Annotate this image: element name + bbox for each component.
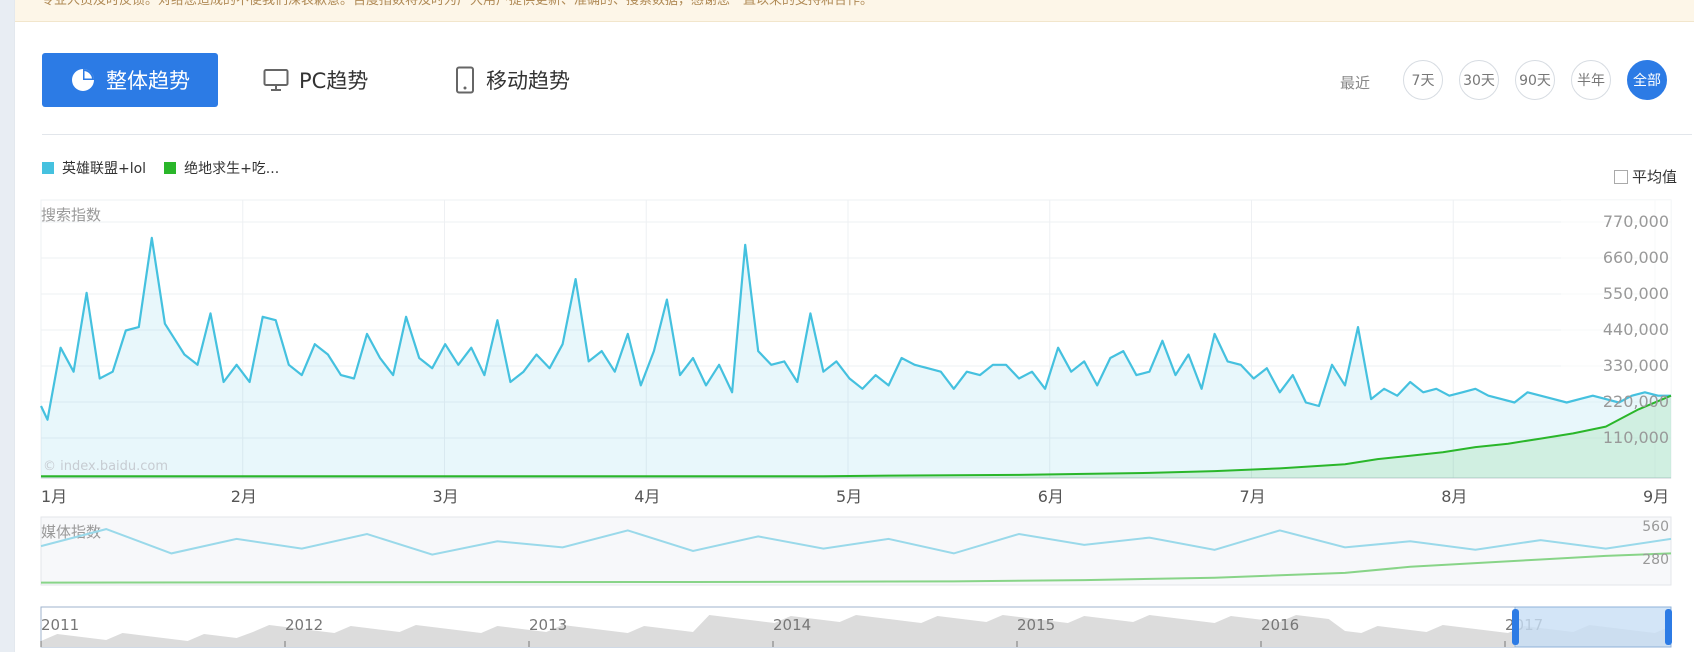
media-y-tick-label: 560 xyxy=(1642,519,1669,535)
x-tick-label: 4月 xyxy=(634,487,660,506)
y-tick-label: 660,000 xyxy=(1603,248,1669,267)
navigator-year-label: 2011 xyxy=(41,616,79,634)
x-tick-label: 1月 xyxy=(41,487,67,506)
average-checkbox[interactable] xyxy=(1614,169,1628,184)
chart-legend: 英雄联盟+lol 绝地求生+吃... xyxy=(42,158,279,178)
series-lol-area xyxy=(41,237,1671,478)
y-tick-label: 220,000 xyxy=(1603,392,1669,411)
navigator-right-handle[interactable] xyxy=(1665,609,1672,645)
range-label: 最近 xyxy=(1340,74,1371,92)
x-tick-label: 8月 xyxy=(1441,487,1467,506)
range-90d-button[interactable]: 90天 xyxy=(1515,60,1555,100)
series-pubg-area xyxy=(41,395,1671,478)
search-series-group xyxy=(40,236,1672,478)
notice-bar: 专业人员及时反馈。对给您造成的不便我们深表歉意。百度指数将及时为广大用户提供更新… xyxy=(15,0,1694,22)
legend-swatch-lol xyxy=(42,162,54,174)
x-tick-label: 6月 xyxy=(1038,487,1064,506)
series-pubg-line xyxy=(41,394,1672,478)
tab-mobile-trend[interactable]: 移动趋势 xyxy=(454,53,570,107)
range-7d-button[interactable]: 7天 xyxy=(1403,60,1443,100)
page-background-strip xyxy=(0,0,16,652)
navigator-year-label: 2014 xyxy=(773,616,811,634)
media-chart: 媒体指数 560 280 xyxy=(40,516,1672,586)
watermark-text: © index.baidu.com xyxy=(43,459,168,474)
trend-chart[interactable]: 搜索指数 © index.baidu.com 770,000 660,000 550,0… xyxy=(15,0,1694,652)
series-lol-line xyxy=(40,236,1671,421)
x-tick-label: 5月 xyxy=(836,487,862,506)
navigator-year-label: 2012 xyxy=(285,616,323,634)
x-tick-label: 7月 xyxy=(1240,487,1266,506)
legend-swatch-pubg xyxy=(164,162,177,174)
media-series-lol-line xyxy=(40,528,1672,556)
search-index-title: 搜索指数 xyxy=(41,206,101,224)
search-labels: 搜索指数 © index.baidu.com 770,000 660,000 550,0… xyxy=(41,206,1669,506)
tab-overall-trend[interactable]: 整体趋势 xyxy=(42,53,218,107)
tab-pc-label: PC趋势 xyxy=(299,69,369,93)
media-index-title: 媒体指数 xyxy=(41,523,101,541)
pie-chart-icon xyxy=(72,69,94,91)
navigator-year-label: 2015 xyxy=(1017,616,1055,634)
navigator-selection xyxy=(1514,606,1672,648)
search-grid xyxy=(40,199,1672,479)
tab-pc-trend[interactable]: PC趋势 xyxy=(263,53,368,107)
search-plot-area xyxy=(40,199,1672,479)
x-tick-label: 3月 xyxy=(433,487,459,506)
navigator-year-label: 2016 xyxy=(1261,616,1299,634)
y-tick-label: 440,000 xyxy=(1603,320,1669,339)
header-divider xyxy=(42,134,1692,135)
legend-label-pubg: 绝地求生+吃... xyxy=(184,161,280,177)
range-all-button[interactable]: 全部 xyxy=(1627,60,1667,100)
legend-item-lol[interactable]: 英雄联盟+lol xyxy=(42,158,146,178)
notice-text: 专业人员及时反馈。对给您造成的不便我们深表歉意。百度指数将及时为广大用户提供更新… xyxy=(41,0,874,8)
legend-label-lol: 英雄联盟+lol xyxy=(62,161,147,177)
navigator-area xyxy=(41,615,1671,647)
time-navigator[interactable]: 2011201220132014201520162017 xyxy=(40,606,1672,648)
media-series-pubg-line xyxy=(40,552,1672,584)
y-tick-label: 550,000 xyxy=(1603,284,1669,303)
navigator-left-handle[interactable] xyxy=(1512,609,1519,645)
media-y-tick-label: 280 xyxy=(1642,552,1669,568)
media-plot-area xyxy=(40,516,1672,586)
range-30d-button[interactable]: 30天 xyxy=(1459,60,1499,100)
y-tick-label: 770,000 xyxy=(1603,212,1669,231)
x-tick-label: 9月 xyxy=(1643,487,1669,506)
range-half-year-button[interactable]: 半年 xyxy=(1571,60,1611,100)
trend-card: 专业人员及时反馈。对给您造成的不便我们深表歉意。百度指数将及时为广大用户提供更新… xyxy=(14,0,1694,652)
x-tick-label: 2月 xyxy=(231,487,257,506)
navigator-year-label: 2013 xyxy=(529,616,567,634)
y-tick-label: 110,000 xyxy=(1603,428,1669,447)
mobile-phone-icon xyxy=(456,66,474,94)
y-tick-label: 330,000 xyxy=(1603,356,1669,375)
tab-overall-label: 整体趋势 xyxy=(106,69,190,93)
tab-mobile-label: 移动趋势 xyxy=(486,69,570,93)
legend-item-pubg[interactable]: 绝地求生+吃... xyxy=(164,158,279,178)
average-label: 平均值 xyxy=(1632,168,1678,186)
average-toggle[interactable]: 平均值 xyxy=(1614,166,1677,187)
monitor-icon xyxy=(263,69,289,91)
